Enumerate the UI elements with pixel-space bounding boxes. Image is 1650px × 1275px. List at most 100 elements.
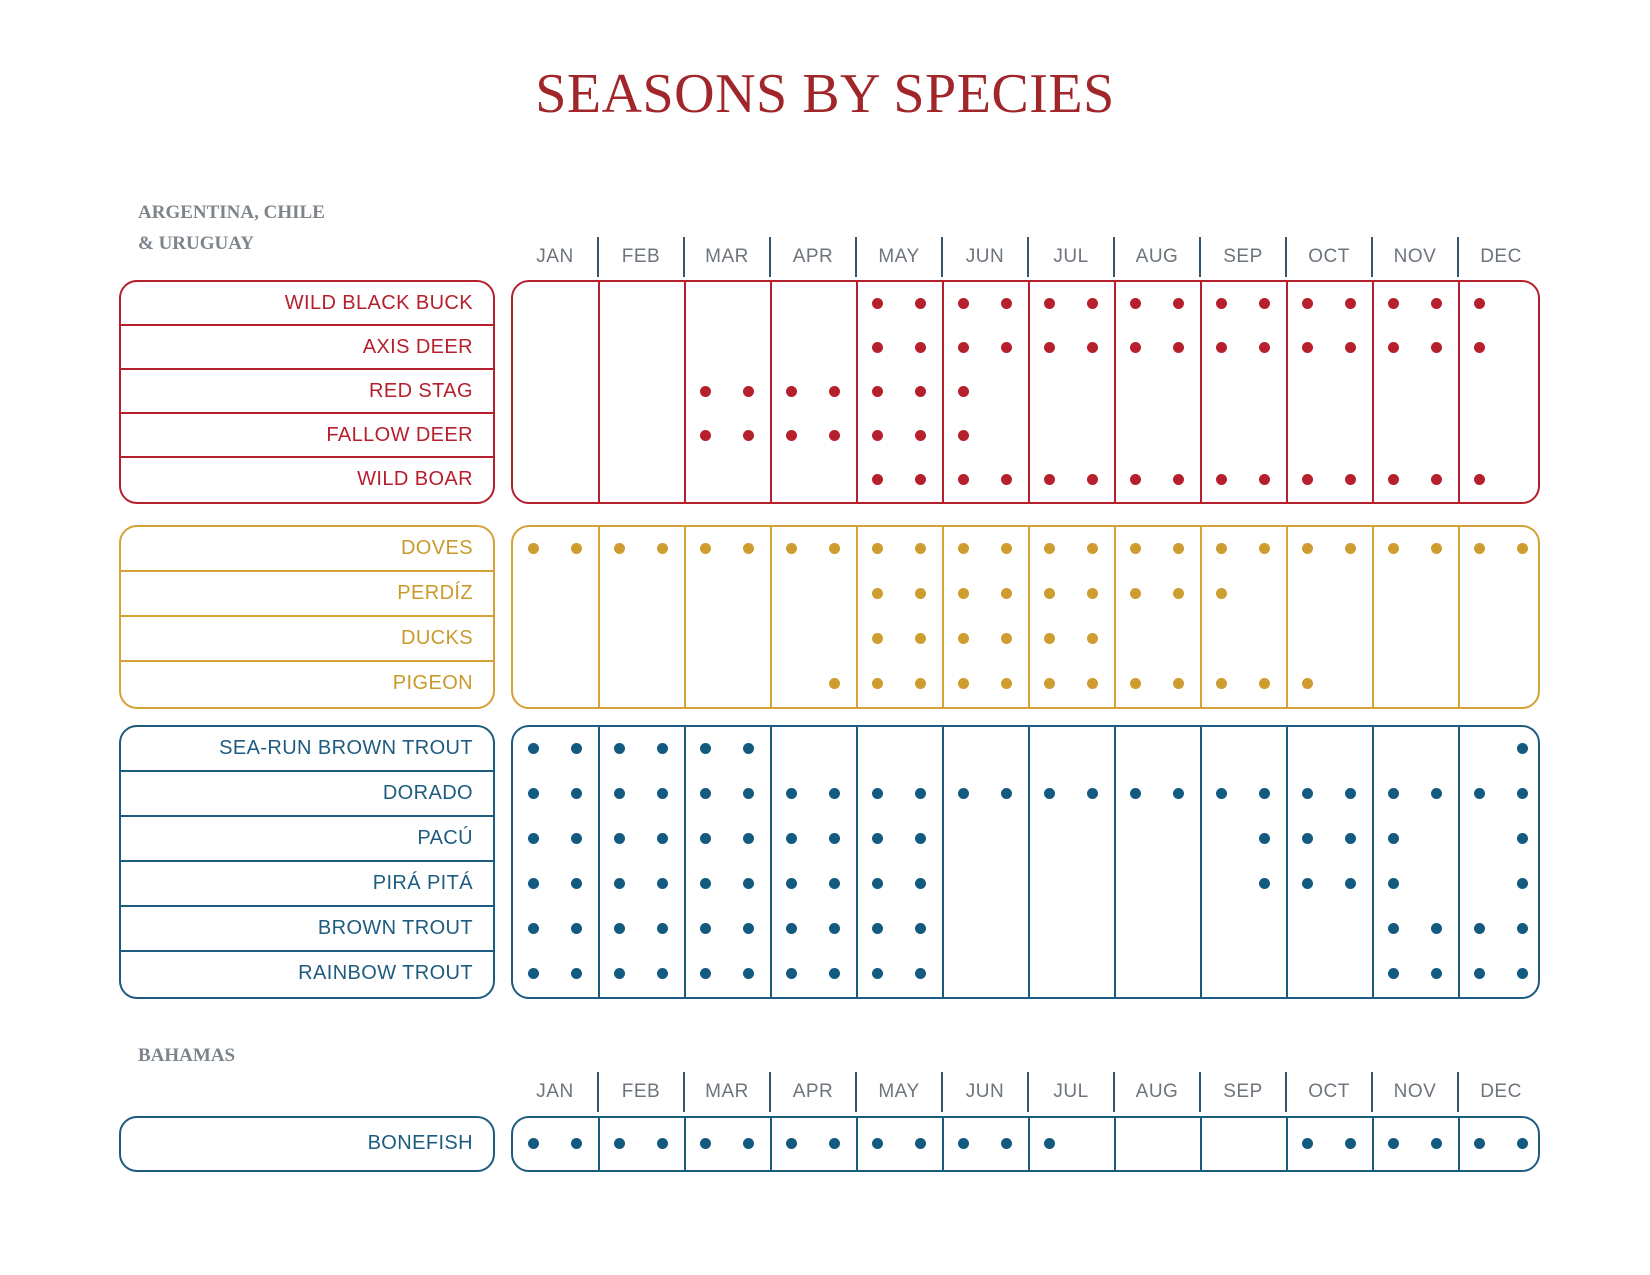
season-dot	[1430, 1137, 1442, 1149]
grid-divider	[1286, 527, 1288, 707]
season-dot	[785, 788, 797, 799]
season-dot	[1258, 788, 1270, 799]
season-dot	[1344, 1137, 1356, 1149]
season-dot	[742, 543, 754, 554]
season-dot	[871, 341, 883, 353]
season-dot	[613, 833, 625, 844]
season-dot	[1129, 473, 1141, 485]
season-dot	[527, 878, 539, 889]
season-dot	[1086, 297, 1098, 309]
season-dot	[527, 968, 539, 979]
season-dot	[742, 429, 754, 441]
season-dot	[957, 588, 969, 599]
season-dot	[785, 429, 797, 441]
species-label: DORADO	[121, 772, 493, 817]
grid-divider	[1458, 527, 1460, 707]
season-dot	[1258, 543, 1270, 554]
season-dot	[1000, 341, 1012, 353]
month-label: JUL	[1053, 1081, 1089, 1102]
season-dot	[527, 923, 539, 934]
region-label: BAHAMAS	[138, 1040, 235, 1071]
season-dot	[828, 678, 840, 689]
season-dot	[1387, 473, 1399, 485]
month-divider	[597, 1072, 599, 1112]
season-dot	[1473, 473, 1485, 485]
season-dot	[1043, 341, 1055, 353]
season-dot	[1215, 588, 1227, 599]
grid-divider	[1114, 1118, 1116, 1170]
season-dot	[957, 385, 969, 397]
season-dot	[1215, 297, 1227, 309]
season-dot	[742, 878, 754, 889]
season-dot	[699, 543, 711, 554]
season-dot	[742, 923, 754, 934]
season-dot	[914, 341, 926, 353]
season-dot	[527, 543, 539, 554]
season-dot	[1129, 588, 1141, 599]
month-divider	[1027, 1072, 1029, 1112]
month-divider	[683, 1072, 685, 1112]
season-dot	[785, 385, 797, 397]
season-dot	[1301, 788, 1313, 799]
season-dot	[527, 743, 539, 754]
month-label: MAY	[878, 246, 920, 267]
season-dot	[527, 833, 539, 844]
season-dot	[1516, 1137, 1528, 1149]
season-dot	[527, 788, 539, 799]
region-label: ARGENTINA, CHILE & URUGUAY	[138, 197, 325, 259]
species-label: PIRÁ PITÁ	[121, 862, 493, 907]
season-dot	[742, 743, 754, 754]
season-dot	[1172, 297, 1184, 309]
season-dot	[1516, 743, 1528, 754]
season-dot	[1516, 923, 1528, 934]
season-dot	[656, 743, 668, 754]
grid-divider	[1458, 727, 1460, 997]
species-label: PERDÍZ	[121, 572, 493, 617]
grid-divider	[1028, 282, 1030, 502]
grid-divider	[1286, 1118, 1288, 1170]
month-label: MAR	[705, 246, 749, 267]
grid-divider	[856, 1118, 858, 1170]
season-dot	[1430, 473, 1442, 485]
season-dot	[1258, 297, 1270, 309]
month-label: AUG	[1135, 246, 1179, 267]
season-dot	[1215, 788, 1227, 799]
season-dot	[1473, 1137, 1485, 1149]
season-dot	[828, 429, 840, 441]
species-label: DOVES	[121, 527, 493, 572]
month-divider	[1371, 237, 1373, 277]
grid-divider	[1458, 282, 1460, 502]
season-dot	[656, 788, 668, 799]
season-dot	[828, 923, 840, 934]
season-dot	[1387, 341, 1399, 353]
season-dot	[785, 923, 797, 934]
season-dot	[1344, 788, 1356, 799]
grid-divider	[598, 282, 600, 502]
season-dot	[1043, 473, 1055, 485]
season-grid	[511, 1116, 1540, 1172]
region-name-line2: & URUGUAY	[138, 233, 254, 254]
grid-divider	[1372, 527, 1374, 707]
season-dot	[570, 968, 582, 979]
season-dot	[699, 788, 711, 799]
season-dot	[1301, 678, 1313, 689]
season-dot	[699, 968, 711, 979]
season-dot	[1387, 833, 1399, 844]
season-dot	[957, 1137, 969, 1149]
season-dot	[1086, 543, 1098, 554]
season-dot	[1129, 543, 1141, 554]
season-dot	[828, 788, 840, 799]
season-dot	[871, 633, 883, 644]
month-label: NOV	[1393, 246, 1437, 267]
season-dot	[1516, 833, 1528, 844]
season-dot	[914, 588, 926, 599]
season-dot	[914, 833, 926, 844]
month-divider	[941, 1072, 943, 1112]
grid-divider	[1458, 1118, 1460, 1170]
season-dot	[1258, 833, 1270, 844]
species-label: FALLOW DEER	[121, 414, 493, 458]
season-dot	[1301, 1137, 1313, 1149]
season-dot	[957, 543, 969, 554]
season-dot	[613, 788, 625, 799]
season-dot	[1344, 297, 1356, 309]
